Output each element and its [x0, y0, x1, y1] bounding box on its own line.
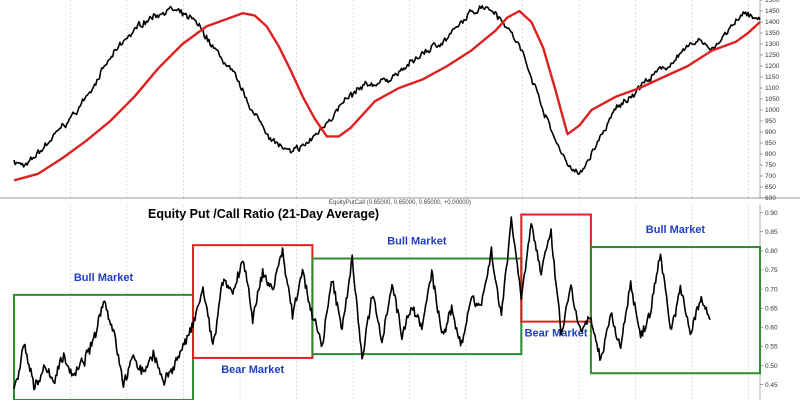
y-tick-label: 950 [765, 118, 776, 125]
market-region-label: Bull Market [646, 224, 706, 236]
y-tick-label: 0.85 [765, 229, 778, 236]
market-region-box [589, 246, 762, 375]
y-tick-label: 1050 [765, 96, 780, 103]
y-tick-label: 1450 [765, 8, 780, 15]
y-tick-label: 0.55 [765, 344, 778, 351]
y-tick-label: 850 [765, 140, 776, 147]
price-line [13, 5, 761, 176]
y-tick-label: 1150 [765, 74, 779, 81]
y-tick-label: 0.75 [765, 267, 778, 274]
market-region-label: Bull Market [387, 236, 447, 248]
y-tick-label: 0.65 [765, 305, 778, 312]
put-call-ratio-line [13, 216, 711, 391]
market-region-label: Bear Market [221, 364, 284, 376]
y-tick-label: 1100 [765, 85, 779, 92]
y-tick-label: 1000 [765, 107, 780, 114]
y-tick-label: 1500 [765, 0, 780, 4]
y-tick-label: 750 [765, 162, 776, 169]
bottom-caption: EquityPutCall (0.65000, 0.65000, 0.65000… [329, 200, 471, 206]
y-tick-label: 1200 [765, 63, 780, 70]
y-tick-label: 0.60 [765, 325, 778, 332]
y-tick-label: 1250 [765, 52, 780, 59]
y-tick-label: 0.70 [765, 286, 778, 293]
y-tick-label: 0.45 [765, 382, 778, 389]
y-tick-label: 700 [765, 173, 776, 180]
y-tick-label: 0.90 [765, 210, 778, 217]
moving-average-line [13, 9, 761, 182]
y-tick-label: 1400 [765, 19, 780, 26]
market-region-label: Bear Market [525, 328, 588, 340]
y-tick-label: 600 [765, 195, 776, 202]
y-tick-label: 0.50 [765, 363, 778, 370]
y-tick-label: 0.80 [765, 248, 778, 255]
top-panel: 600 650 700 750 800 850 900 950 1000 1050 1100 1150… [13, 0, 780, 202]
market-region-box [520, 213, 592, 323]
market-region-box [13, 293, 195, 400]
y-tick-label: 650 [765, 184, 776, 191]
market-region-box [311, 257, 523, 356]
y-tick-label: 1350 [765, 30, 780, 37]
bottom-panel-title: Equity Put /Call Ratio (21-Day Average) [148, 207, 379, 221]
y-tick-label: 900 [765, 129, 776, 136]
bottom-panel: 0.45 0.50 0.55 0.60 0.65 0.70 0.75 0.80 0.85 0.90… [13, 205, 778, 400]
y-tick-label: 800 [765, 151, 776, 158]
market-region-label: Bull Market [74, 272, 134, 284]
y-tick-label: 1300 [765, 41, 780, 48]
